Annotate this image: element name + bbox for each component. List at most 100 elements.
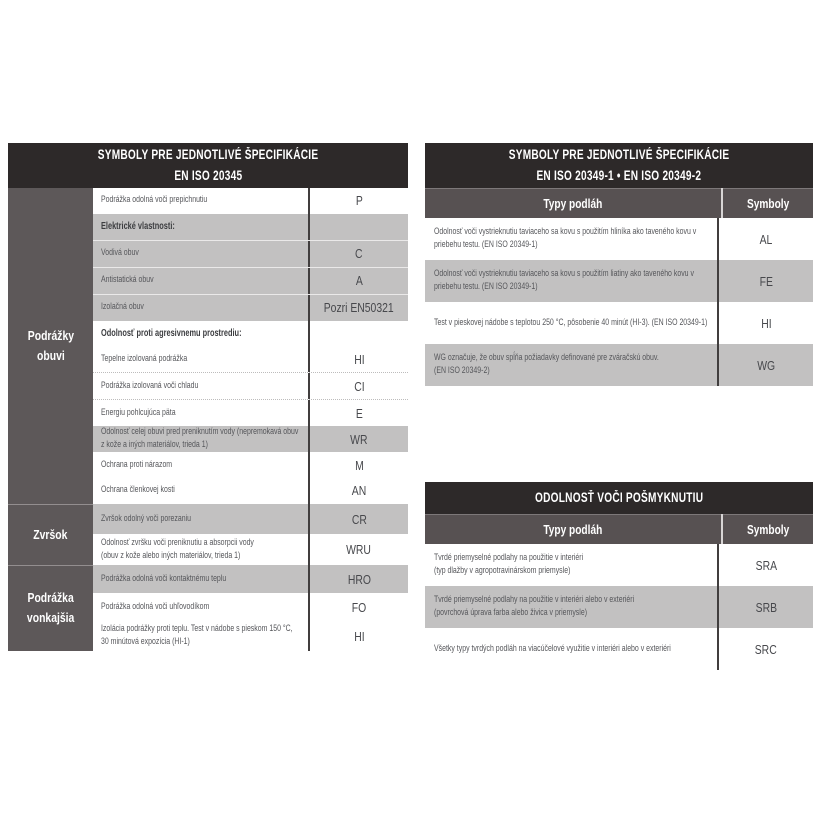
spec-text-line: Antistatická obuv — [101, 274, 154, 286]
spec-text-line: Izolácia podrážky proti teplu. Test v ná… — [101, 623, 293, 648]
column-header-floor-types: Typy podláh — [425, 514, 721, 544]
spec-symbol-value: FE — [759, 273, 773, 289]
category-label: Zvršok — [33, 525, 67, 545]
spec-row: Odolnosť proti agresivnemu prostrediu: — [93, 320, 408, 347]
column-header-row: Typy podláh Symboly — [425, 188, 813, 218]
spec-text-line: Tepelne izolovaná podrážka — [101, 352, 188, 364]
table-en-iso-20349: SYMBOLY PRE JEDNOTLIVÉ ŠPECIFIKÁCIE EN I… — [425, 143, 813, 386]
category-cell: Podrážka vonkajšia — [8, 564, 93, 651]
spec-symbol: SRA — [717, 544, 813, 586]
spec-text-line: Podrážka odolná voči uhľovodíkom — [101, 601, 210, 613]
spec-symbol-value: WR — [350, 431, 368, 447]
table-slip-resistance-body: Tvrdé priemyselné podlahy na použitie v … — [425, 544, 813, 670]
spec-symbol-value: FO — [351, 600, 367, 616]
spec-symbol-value: AL — [759, 231, 773, 247]
spec-description: Odolnosť zvršku voči preniknutiu a absor… — [93, 534, 308, 564]
spec-text-line: Izolačná obuv — [101, 301, 144, 313]
spec-text-line: Všetky typy tvrdých podláh na viacúčelov… — [434, 642, 671, 654]
category-text-line: obuvi — [36, 347, 65, 363]
table-title-line2: EN ISO 20349-1 • EN ISO 20349-2 — [536, 167, 702, 183]
spec-text-line: Ochrana členkovej kosti — [101, 484, 175, 496]
spec-description: Antistatická obuv — [93, 268, 308, 294]
spec-description: Tvrdé priemyselné podlahy na použitie v … — [425, 544, 717, 586]
column-header-label: Typy podláh — [543, 521, 603, 537]
spec-row: Odolnosť voči vystrieknutiu taviaceho sa… — [425, 260, 813, 302]
spec-text-line: Elektrické vlastnosti: — [101, 220, 175, 232]
spec-text-line: Tvrdé priemyselné podlahy na použitie v … — [434, 552, 584, 564]
column-header-label: Symboly — [746, 521, 790, 537]
spec-row: Odolnosť celej obuvi pred preniknutím vo… — [93, 426, 408, 453]
spec-text-line: Podrážka izolovaná voči chladu — [101, 379, 199, 391]
spec-symbol: WRU — [308, 534, 408, 565]
category-rows: Podrážka odolná voči prepichnutiu P Elektr… — [93, 188, 408, 504]
spec-symbol-value: A — [355, 273, 363, 289]
spec-symbol: SRB — [717, 586, 813, 628]
spec-description: Test v pieskovej nádobe s teplotou 250 °… — [425, 302, 717, 344]
spec-row: Izolácia podrážky proti teplu. Test v ná… — [93, 622, 408, 651]
spec-text-line: Ochrana proti nárazom — [101, 458, 173, 470]
spec-symbol: E — [308, 400, 408, 427]
spec-row: Ochrana proti nárazom M — [93, 452, 408, 478]
column-header-label: Typy podláh — [543, 195, 603, 211]
spec-description: Vodivá obuv — [93, 241, 308, 267]
spec-symbol: FO — [308, 593, 408, 622]
spec-symbol: HI — [308, 346, 408, 373]
spec-row: Elektrické vlastnosti: — [93, 213, 408, 241]
spec-description: Podrážka odolná voči uhľovodíkom — [93, 593, 308, 622]
spec-row: Podrážka odolná voči prepichnutiu P — [93, 188, 408, 214]
spec-row: Ochrana členkovej kosti AN — [93, 477, 408, 504]
spec-row: Odolnosť voči vystrieknutiu taviaceho sa… — [425, 218, 813, 260]
spec-symbol-value: CI — [353, 378, 365, 394]
spec-symbol-value: HRO — [347, 571, 371, 587]
table-title-line2: EN ISO 20345 — [174, 167, 242, 183]
spec-description: Podrážka izolovaná voči chladu — [93, 373, 308, 399]
spec-text-line: (obuv z kože alebo iných materiálov, tri… — [101, 549, 241, 561]
spec-symbol-value: P — [355, 193, 363, 209]
spec-group: Podrážka vonkajšia Podrážka odolná voči ko… — [8, 564, 408, 651]
table-en-iso-20345: SYMBOLY PRE JEDNOTLIVÉ ŠPECIFIKÁCIE EN I… — [8, 143, 408, 651]
spec-symbol-value: SRA — [755, 557, 777, 573]
column-header-symbols: Symboly — [721, 514, 813, 544]
spec-description: Podrážka odolná voči prepichnutiu — [93, 188, 308, 214]
spec-symbol: WR — [308, 426, 408, 453]
spec-tables-wrap: SYMBOLY PRE JEDNOTLIVÉ ŠPECIFIKÁCIE EN I… — [8, 143, 813, 670]
spec-row: Vodivá obuv C — [93, 240, 408, 268]
spec-row: Tvrdé priemyselné podlahy na použitie v … — [425, 544, 813, 586]
spec-symbol: M — [308, 452, 408, 478]
spec-text-line: Odolnosť voči vystrieknutiu taviaceho sa… — [434, 226, 697, 250]
category-text-line: Zvršok — [33, 526, 68, 542]
spec-symbol-value: Pozri EN50321 — [324, 300, 394, 316]
spec-row: Test v pieskovej nádobe s teplotou 250 °… — [425, 302, 813, 344]
table-en-iso-20349-body: Odolnosť voči vystrieknutiu taviaceho sa… — [425, 218, 813, 386]
spec-description: Ochrana členkovej kosti — [93, 478, 308, 504]
spec-text-line: Zvršok odolný voči porezaniu — [101, 512, 192, 524]
spec-symbol-value: AN — [351, 483, 367, 499]
spec-symbol-value: C — [355, 246, 363, 262]
spec-symbol: WG — [717, 344, 813, 386]
spec-row: Zvršok odolný voči porezaniu CR — [93, 503, 408, 535]
column-header-floor-types: Typy podláh — [425, 188, 721, 218]
spec-symbol-value: M — [354, 457, 364, 473]
spec-row: WG označuje, že obuv spĺňa požiadavky de… — [425, 344, 813, 386]
spec-symbol-value: HI — [760, 315, 772, 331]
spec-text-line: Podrážka odolná voči kontaktnému teplu — [101, 572, 227, 584]
table-en-iso-20349-header: SYMBOLY PRE JEDNOTLIVÉ ŠPECIFIKÁCIE EN I… — [425, 143, 813, 188]
spec-symbol: CI — [308, 373, 408, 400]
spec-symbol-value: SRC — [755, 641, 777, 657]
table-en-iso-20345-body: Podrážky obuvi Podrážka odolná voči prepic… — [8, 188, 408, 651]
spec-text-line: (typ dlažby v agropotravinárskom priemys… — [434, 565, 571, 576]
spec-symbol: A — [308, 267, 408, 294]
spec-row: Tepelne izolovaná podrážka HI — [93, 346, 408, 374]
table-title-line1: SYMBOLY PRE JEDNOTLIVÉ ŠPECIFIKÁCIE — [508, 146, 730, 162]
category-label: Podrážka vonkajšia — [27, 588, 74, 627]
spec-symbol: C — [308, 240, 408, 267]
spec-text-line: Odolnosť celej obuvi pred preniknutím vo… — [101, 426, 299, 451]
spec-description: Podrážka odolná voči kontaktnému teplu — [93, 565, 308, 594]
spec-description: Odolnosť celej obuvi pred preniknutím vo… — [93, 426, 308, 452]
spec-row: Antistatická obuv A — [93, 267, 408, 295]
category-text-line: vonkajšia — [26, 609, 75, 625]
spec-text-line: Vodivá obuv — [101, 247, 139, 259]
spec-symbol: HRO — [308, 564, 408, 594]
category-text-line: Podrážka — [27, 590, 74, 606]
category-label: Podrážky obuvi — [27, 326, 73, 365]
